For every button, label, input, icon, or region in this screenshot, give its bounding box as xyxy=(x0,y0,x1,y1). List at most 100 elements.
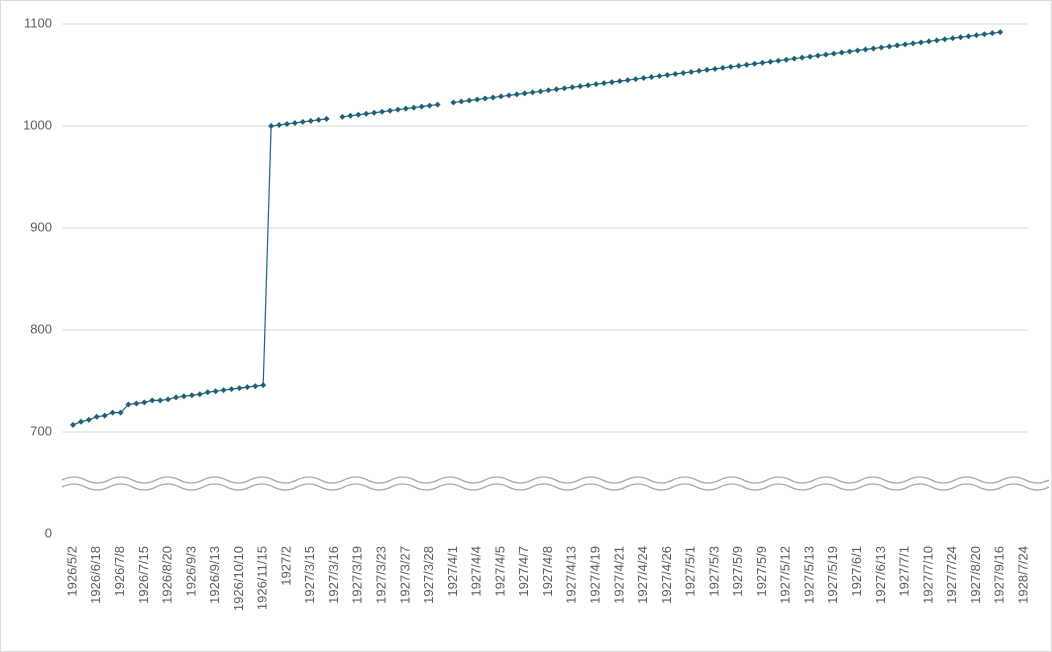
x-tick-label: 1927/3/28 xyxy=(421,546,436,604)
data-point xyxy=(434,101,441,108)
data-point xyxy=(363,110,370,117)
data-point xyxy=(600,80,607,87)
data-point xyxy=(917,39,924,46)
data-point xyxy=(624,77,631,84)
x-tick-label: 1927/4/19 xyxy=(587,546,602,604)
data-point xyxy=(949,35,956,42)
x-tick-label: 1926/11/15 xyxy=(255,546,270,610)
data-point xyxy=(196,391,203,398)
break-line xyxy=(61,476,1050,484)
data-point xyxy=(830,50,837,57)
x-tick-label: 1927/4/26 xyxy=(659,546,674,604)
x-tick-label: 1926/7/8 xyxy=(112,546,127,597)
x-tick-label: 1926/9/13 xyxy=(207,546,222,604)
x-tick-label: 1927/4/5 xyxy=(492,546,507,597)
data-point xyxy=(561,85,568,92)
data-point xyxy=(157,397,164,404)
data-point xyxy=(569,84,576,91)
data-point xyxy=(545,87,552,94)
data-point xyxy=(77,418,84,425)
x-tick-label: 1927/6/13 xyxy=(873,546,888,604)
data-point xyxy=(490,94,497,101)
data-point xyxy=(791,55,798,62)
data-point xyxy=(339,113,346,120)
data-point xyxy=(973,32,980,39)
data-point xyxy=(173,394,180,401)
data-point xyxy=(696,67,703,74)
data-point xyxy=(656,73,663,80)
data-point xyxy=(640,75,647,82)
data-point xyxy=(799,54,806,61)
data-point xyxy=(759,59,766,66)
data-point xyxy=(450,99,457,106)
data-point xyxy=(862,46,869,53)
x-tick-label: 1926/6/18 xyxy=(88,546,103,604)
break-line xyxy=(61,483,1050,491)
x-tick-label: 1926/10/10 xyxy=(231,546,246,611)
y-tick-label: 0 xyxy=(45,525,52,540)
x-tick-label: 1926/5/2 xyxy=(64,546,79,597)
data-point xyxy=(252,383,259,390)
data-point xyxy=(529,89,536,96)
x-tick-label: 1927/7/1 xyxy=(897,546,912,597)
data-point xyxy=(814,52,821,59)
x-tick-label: 1927/4/24 xyxy=(635,546,650,604)
data-point xyxy=(822,51,829,58)
data-point xyxy=(165,396,172,403)
data-point xyxy=(854,47,861,54)
data-point xyxy=(616,78,623,85)
x-tick-label: 1927/4/21 xyxy=(611,546,626,604)
data-point xyxy=(283,120,290,127)
data-point xyxy=(910,40,917,47)
data-point xyxy=(981,31,988,38)
data-point xyxy=(141,399,148,406)
x-tick-label: 1927/4/7 xyxy=(516,546,531,597)
x-tick-label: 1927/3/27 xyxy=(397,546,412,604)
data-point xyxy=(276,121,283,128)
data-point xyxy=(608,79,615,86)
data-point xyxy=(989,30,996,37)
data-point xyxy=(149,397,156,404)
data-point xyxy=(886,43,893,50)
data-point xyxy=(680,69,687,76)
x-tick-label: 1927/4/8 xyxy=(540,546,555,597)
x-tick-label: 1926/7/15 xyxy=(136,546,151,604)
data-point xyxy=(85,416,92,423)
x-tick-label: 1927/5/9 xyxy=(730,546,745,597)
data-point xyxy=(878,44,885,51)
data-point xyxy=(204,389,211,396)
data-point xyxy=(458,98,465,105)
x-tick-label: 1927/3/23 xyxy=(374,546,389,604)
data-point xyxy=(482,95,489,102)
data-point xyxy=(371,109,378,116)
data-point xyxy=(553,86,560,93)
x-tick-label: 1927/7/10 xyxy=(920,546,935,604)
data-point xyxy=(537,88,544,95)
data-point xyxy=(577,83,584,90)
data-point xyxy=(505,92,512,99)
data-point xyxy=(672,70,679,77)
x-tick-label: 1927/5/19 xyxy=(825,546,840,604)
data-point xyxy=(426,102,433,109)
data-point xyxy=(767,58,774,65)
data-point xyxy=(244,384,251,391)
x-tick-label: 1927/8/20 xyxy=(968,546,983,604)
data-point xyxy=(997,29,1004,36)
data-point xyxy=(807,53,814,60)
data-point xyxy=(268,123,275,129)
x-tick-label: 1927/5/3 xyxy=(706,546,721,597)
data-point xyxy=(870,45,877,52)
data-point xyxy=(93,413,100,420)
data-point xyxy=(521,90,528,97)
data-point xyxy=(394,106,401,113)
data-point xyxy=(735,62,742,69)
x-tick-label: 1927/5/12 xyxy=(778,546,793,604)
data-point xyxy=(925,38,932,45)
data-point xyxy=(355,111,362,118)
data-point xyxy=(387,107,393,114)
y-tick-label: 800 xyxy=(30,321,52,336)
data-point xyxy=(704,66,710,73)
x-tick-label: 1927/4/13 xyxy=(564,546,579,604)
data-point xyxy=(299,118,306,125)
